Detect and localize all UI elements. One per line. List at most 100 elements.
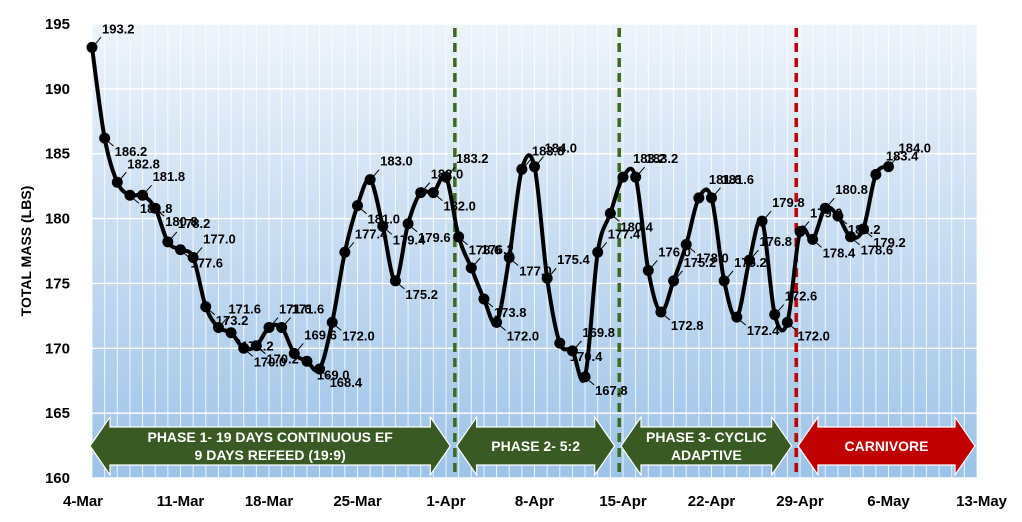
data-point xyxy=(693,192,705,204)
data-point xyxy=(516,163,528,175)
data-label-leader xyxy=(183,252,190,259)
data-label: 170.2 xyxy=(266,352,299,367)
data-label: 171.2 xyxy=(241,339,274,354)
data-point xyxy=(427,187,439,199)
data-point xyxy=(857,223,869,235)
x-tick-label: 18-Mar xyxy=(245,493,294,510)
data-point xyxy=(250,340,262,352)
data-label-leader xyxy=(650,260,658,268)
data-label: 180.8 xyxy=(165,214,198,229)
data-point xyxy=(706,192,717,204)
data-point xyxy=(276,322,288,334)
data-label: 183.4 xyxy=(886,148,919,163)
data-point xyxy=(238,342,250,354)
phase-label: CARNIVORE xyxy=(844,438,928,454)
data-label: 176.2 xyxy=(481,242,514,257)
data-label: 175.2 xyxy=(405,287,438,302)
data-label: 179.6 xyxy=(418,230,451,245)
data-point xyxy=(617,171,629,183)
data-label-leader xyxy=(714,187,721,196)
data-point xyxy=(883,161,894,173)
data-label-leader xyxy=(284,317,292,325)
data-label-leader xyxy=(701,187,709,196)
data-point xyxy=(326,316,338,328)
y-axis-label: TOTAL MASS (LBS) xyxy=(18,186,34,317)
data-label-leader xyxy=(309,363,317,370)
data-point xyxy=(352,200,363,212)
phase-label: 9 DAYS REFEED (19:9) xyxy=(195,447,346,463)
data-point xyxy=(807,233,819,245)
data-label-leader xyxy=(613,215,620,222)
data-label-leader xyxy=(296,343,304,351)
data-label: 181.6 xyxy=(709,172,742,187)
data-points xyxy=(86,41,894,383)
data-point xyxy=(832,210,844,222)
data-point xyxy=(731,311,743,323)
data-label-leader xyxy=(891,156,898,165)
data-label: 177.4 xyxy=(608,226,641,241)
data-label-leader xyxy=(878,164,886,172)
data-label: 170.4 xyxy=(570,349,603,364)
x-tick-label: 11-Mar xyxy=(157,493,205,510)
data-point xyxy=(529,161,540,173)
data-label-leader xyxy=(524,158,532,167)
x-tick-label: 29-Apr xyxy=(776,493,824,510)
data-label-leader xyxy=(587,379,595,386)
data-label: 186.2 xyxy=(115,144,148,159)
y-tick-label: 190 xyxy=(45,81,70,98)
data-label-leader xyxy=(461,239,468,246)
phase-arrow xyxy=(797,415,976,477)
data-label: 183.8 xyxy=(532,143,565,158)
data-label-leader xyxy=(739,319,747,326)
data-label: 171.6 xyxy=(279,302,312,317)
data-label-leader xyxy=(423,182,431,190)
data-label: 178.6 xyxy=(861,243,894,258)
x-tick-label: 4-Mar xyxy=(63,493,103,510)
data-label-leader xyxy=(676,270,683,279)
data-point xyxy=(149,202,161,214)
data-point xyxy=(655,306,667,318)
data-label: 181.0 xyxy=(368,212,401,227)
data-label: 171.6 xyxy=(228,302,261,317)
data-point xyxy=(402,218,414,230)
data-label: 178.2 xyxy=(178,216,211,231)
data-label: 171.6 xyxy=(292,302,325,317)
data-label-leader xyxy=(145,184,152,193)
data-point xyxy=(668,275,680,287)
y-tick-label: 165 xyxy=(45,405,70,422)
data-label: 179.0 xyxy=(810,206,843,221)
phase-arrow xyxy=(620,415,793,477)
y-tick-label: 170 xyxy=(45,340,70,357)
data-label-leader xyxy=(853,239,860,246)
data-point xyxy=(718,275,730,287)
data-label: 178.0 xyxy=(696,251,729,266)
data-point xyxy=(440,171,452,183)
data-point xyxy=(478,293,490,305)
data-label-leader xyxy=(777,304,785,312)
data-label: 179.2 xyxy=(873,235,906,250)
data-point xyxy=(162,236,174,248)
data-point xyxy=(781,316,793,328)
data-label-leader xyxy=(94,37,102,45)
data-point xyxy=(377,220,389,232)
data-label-leader xyxy=(259,348,266,355)
data-point xyxy=(566,345,578,357)
data-label-leader xyxy=(562,345,570,352)
data-point xyxy=(364,174,376,186)
y-tick-label: 180 xyxy=(45,211,70,228)
data-label: 169.6 xyxy=(304,327,337,342)
phase-label: PHASE 1- 19 DAYS CONTINUOUS EF xyxy=(147,429,393,445)
data-label: 172.6 xyxy=(785,289,818,304)
data-label: 181.8 xyxy=(140,201,173,216)
data-label-leader xyxy=(549,267,557,276)
data-label-leader xyxy=(398,283,405,290)
data-point xyxy=(491,316,503,328)
data-label: 182.8 xyxy=(127,156,160,171)
data-point xyxy=(99,132,111,144)
data-point xyxy=(630,171,642,183)
phase-arrow xyxy=(455,415,616,477)
data-label: 173.8 xyxy=(494,305,527,320)
data-point xyxy=(870,168,882,180)
data-point xyxy=(124,189,136,201)
